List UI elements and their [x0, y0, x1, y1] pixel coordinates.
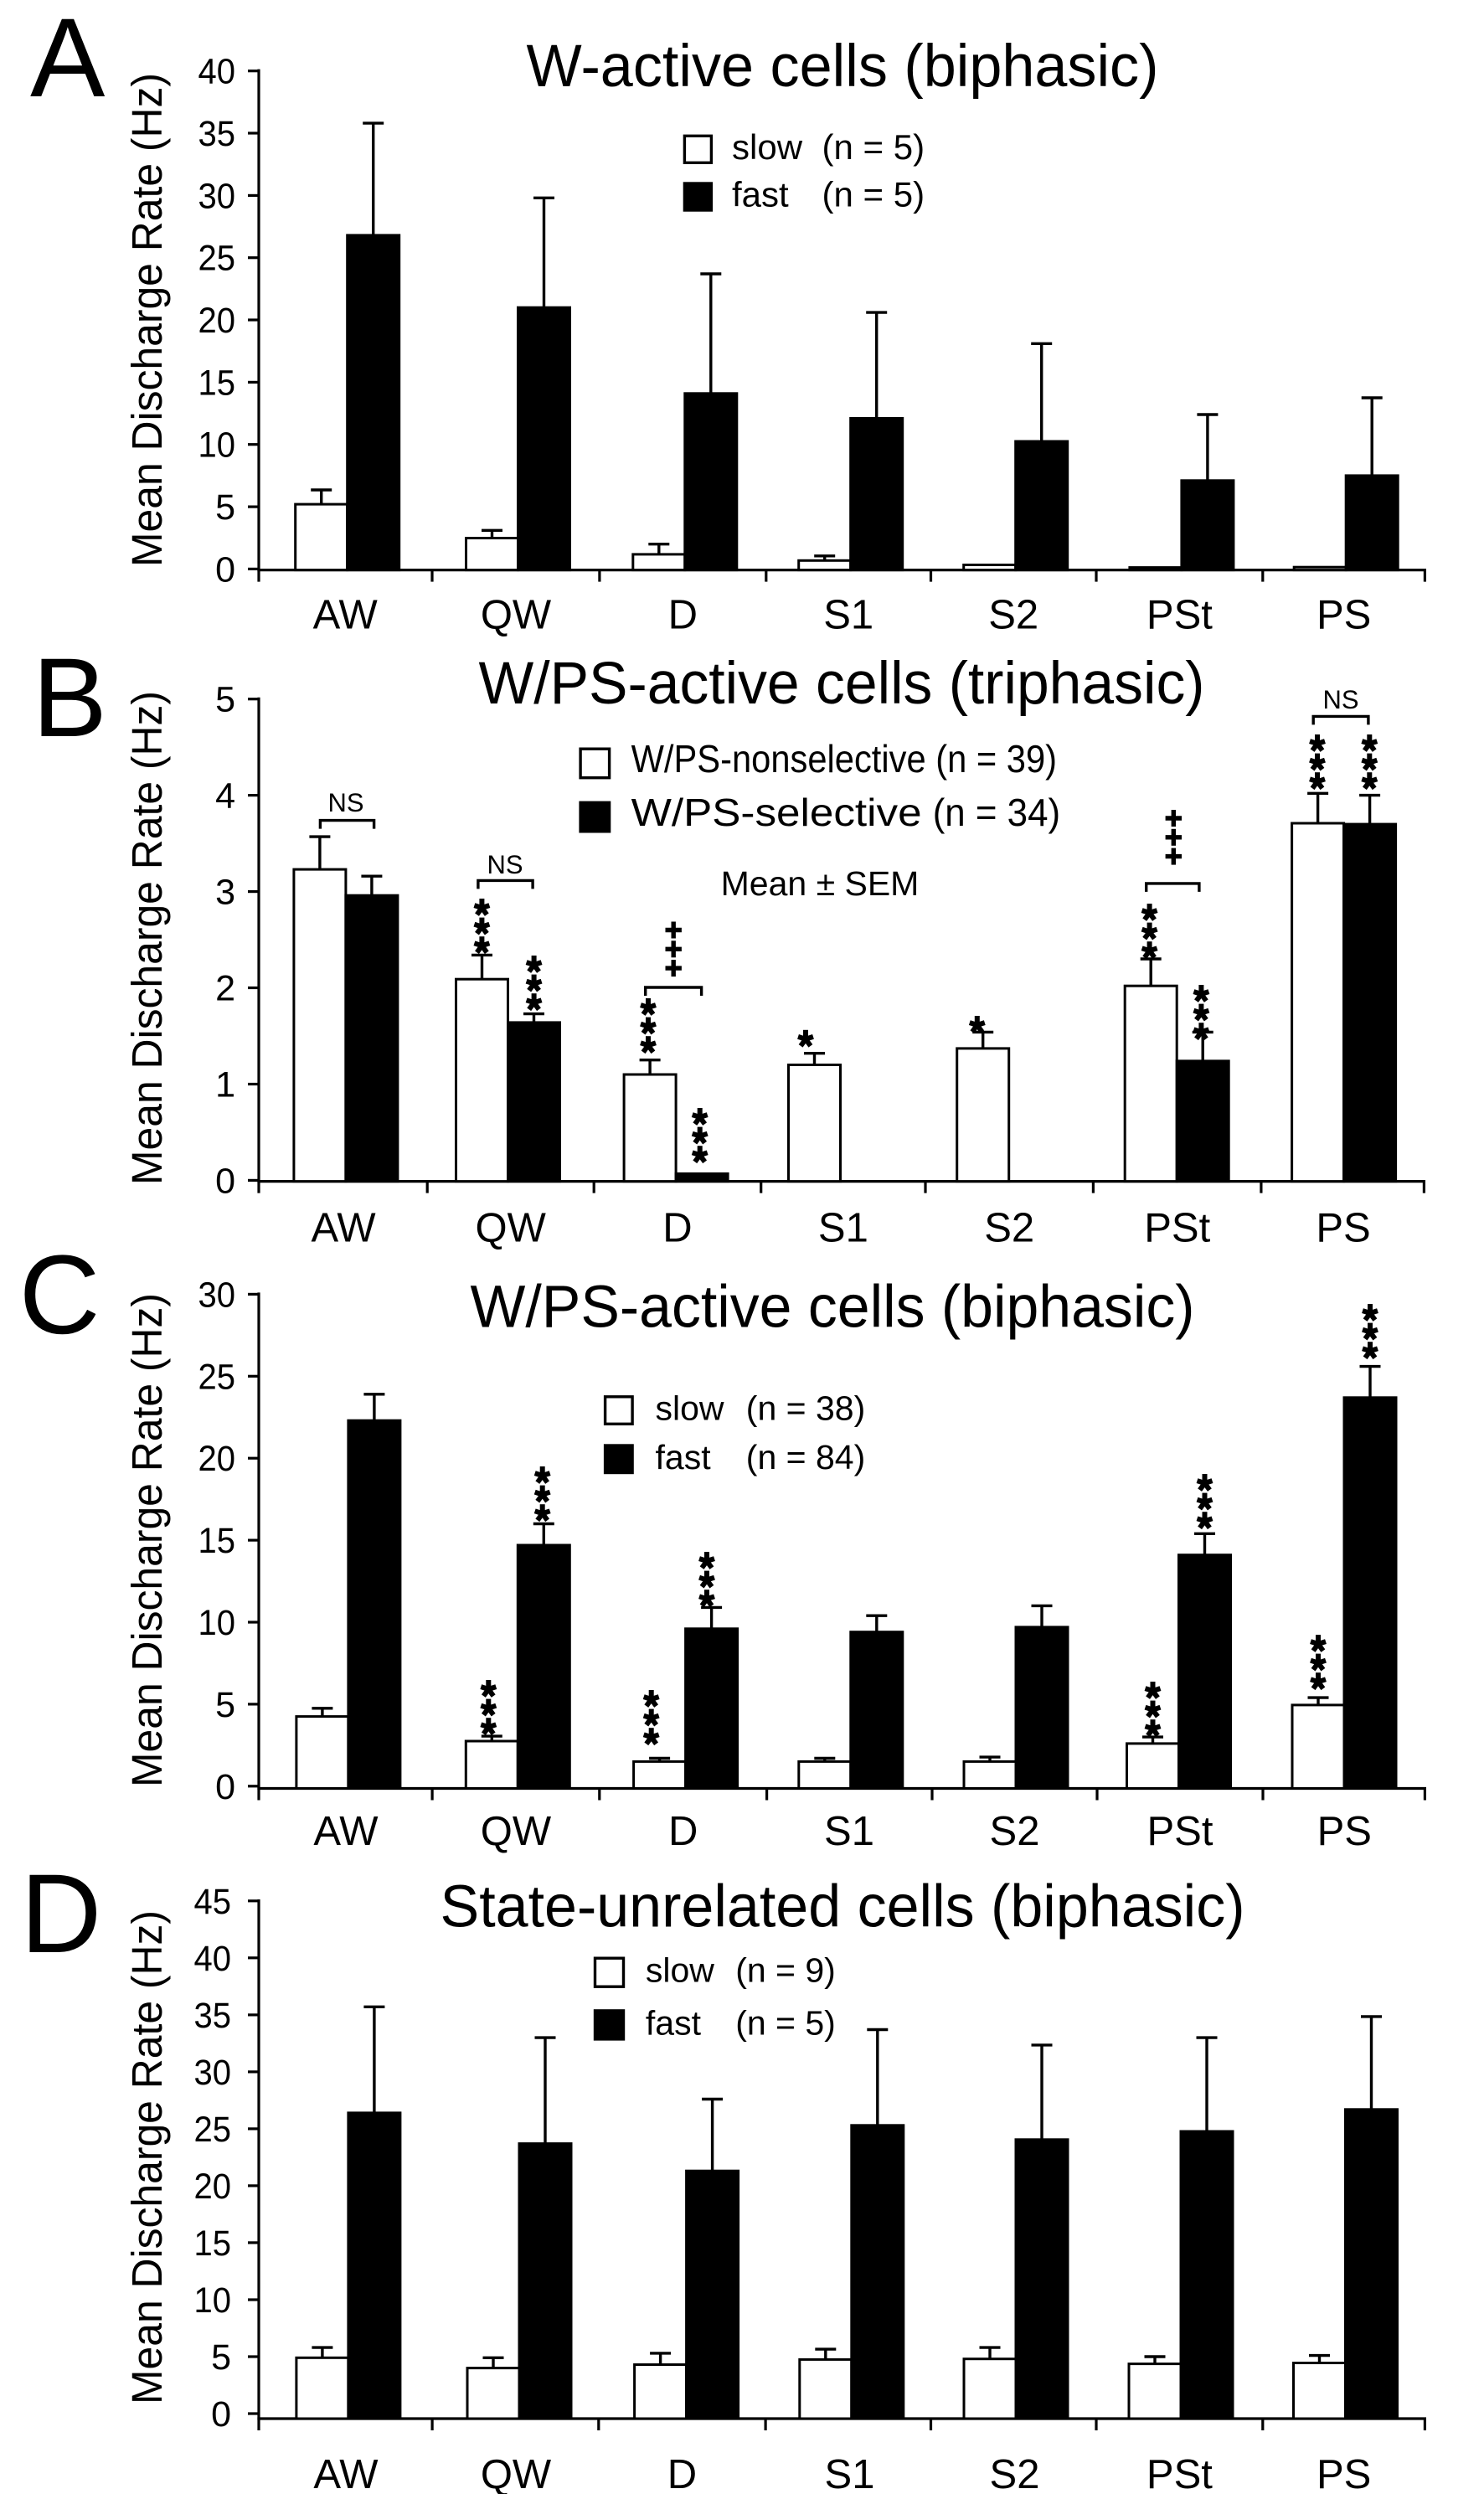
svg-text:(n = 38): (n = 38): [746, 1389, 865, 1428]
svg-text:D: D: [21, 1852, 102, 1976]
svg-text:fast: fast: [646, 2003, 702, 2042]
svg-text:5: 5: [211, 2337, 231, 2378]
svg-text:PS: PS: [1317, 2452, 1371, 2494]
svg-text:NS: NS: [328, 787, 364, 817]
svg-text:PS: PS: [1317, 1809, 1372, 1854]
svg-text:D: D: [667, 2452, 697, 2494]
svg-text:PSt: PSt: [1144, 1206, 1210, 1251]
svg-text:Mean Discharge Rate (Hz): Mean Discharge Rate (Hz): [123, 73, 171, 567]
svg-text:C: C: [19, 1233, 100, 1358]
svg-text:(n = 84): (n = 84): [746, 1438, 865, 1476]
svg-text:(n = 5): (n = 5): [735, 2003, 836, 2042]
svg-text:(n = 34): (n = 34): [933, 791, 1060, 834]
svg-text:0: 0: [211, 2394, 231, 2435]
svg-text:PS: PS: [1317, 593, 1371, 638]
svg-text:10: 10: [198, 1603, 236, 1643]
svg-text:40: 40: [198, 52, 236, 92]
svg-text:QW: QW: [481, 593, 552, 638]
svg-text:S1: S1: [824, 1809, 874, 1854]
svg-text:35: 35: [194, 1996, 232, 2036]
svg-text:State-unrelated cells (biphasi: State-unrelated cells (biphasic): [441, 1873, 1245, 1940]
svg-text:QW: QW: [481, 1809, 552, 1854]
svg-text:(n = 5): (n = 5): [822, 127, 925, 167]
svg-text:5: 5: [215, 487, 235, 528]
svg-text:NS: NS: [487, 849, 523, 879]
svg-text:D: D: [668, 593, 698, 638]
svg-text:D: D: [668, 1809, 698, 1854]
svg-text:30: 30: [194, 2053, 232, 2093]
svg-text:Mean Discharge Rate (Hz): Mean Discharge Rate (Hz): [123, 691, 171, 1185]
svg-text:PSt: PSt: [1146, 2452, 1213, 2494]
svg-text:25: 25: [198, 239, 236, 279]
svg-text:30: 30: [198, 176, 236, 216]
svg-text:Mean Discharge Rate (Hz): Mean Discharge Rate (Hz): [123, 1910, 171, 2404]
svg-text:15: 15: [198, 1521, 236, 1561]
svg-text:fast: fast: [656, 1438, 712, 1476]
svg-text:4: 4: [215, 776, 235, 817]
svg-text:3: 3: [215, 873, 235, 913]
svg-text:NS: NS: [1323, 684, 1359, 714]
svg-text:0: 0: [215, 1767, 235, 1807]
svg-text:40: 40: [194, 1939, 232, 1979]
svg-text:2: 2: [215, 969, 235, 1009]
svg-text:Mean Discharge Rate (Hz): Mean Discharge Rate (Hz): [123, 1293, 171, 1787]
svg-text:slow: slow: [732, 127, 803, 167]
svg-text:(n = 9): (n = 9): [735, 1951, 836, 1990]
svg-text:fast: fast: [732, 175, 789, 214]
svg-text:S2: S2: [990, 2452, 1040, 2494]
svg-text:W-active cells (biphasic): W-active cells (biphasic): [527, 33, 1159, 100]
svg-text:S2: S2: [988, 593, 1038, 638]
svg-text:AW: AW: [313, 1809, 379, 1854]
svg-text:AW: AW: [312, 1206, 377, 1251]
svg-text:20: 20: [194, 2167, 232, 2207]
svg-text:0: 0: [215, 549, 235, 590]
svg-text:A: A: [30, 0, 106, 121]
svg-text:QW: QW: [481, 2452, 552, 2494]
svg-text:15: 15: [194, 2223, 232, 2264]
svg-text:15: 15: [198, 363, 236, 403]
svg-text:S1: S1: [825, 2452, 875, 2494]
svg-text:PSt: PSt: [1147, 1809, 1213, 1854]
svg-text:20: 20: [198, 301, 236, 341]
svg-text:10: 10: [194, 2280, 232, 2321]
svg-text:slow: slow: [656, 1389, 724, 1428]
svg-text:10: 10: [198, 425, 236, 466]
svg-text:slow: slow: [646, 1951, 714, 1990]
svg-text:S1: S1: [818, 1206, 868, 1251]
svg-text:D: D: [662, 1206, 692, 1251]
svg-text:Mean ± SEM: Mean ± SEM: [721, 864, 920, 903]
svg-text:W/PS-active cells (biphasic): W/PS-active cells (biphasic): [471, 1274, 1195, 1341]
svg-text:S2: S2: [990, 1809, 1040, 1854]
svg-text:25: 25: [198, 1357, 236, 1397]
svg-text:0: 0: [215, 1161, 235, 1201]
svg-text:1: 1: [215, 1065, 235, 1105]
svg-text:5: 5: [215, 680, 235, 720]
svg-text:B: B: [33, 636, 107, 760]
svg-text:25: 25: [194, 2110, 232, 2150]
svg-text:35: 35: [198, 114, 236, 154]
svg-text:PS: PS: [1316, 1206, 1370, 1251]
svg-text:(n = 5): (n = 5): [822, 175, 925, 214]
svg-text:20: 20: [198, 1439, 236, 1479]
svg-text:AW: AW: [313, 593, 379, 638]
svg-text:W/PS-nonselective (n = 39): W/PS-nonselective (n = 39): [631, 737, 1057, 781]
svg-text:5: 5: [215, 1685, 235, 1725]
svg-text:W/PS-active cells (triphasic): W/PS-active cells (triphasic): [479, 650, 1205, 717]
svg-text:W/PS-selective: W/PS-selective: [631, 791, 922, 834]
svg-text:QW: QW: [476, 1206, 547, 1251]
svg-text:PSt: PSt: [1146, 593, 1213, 638]
svg-text:S1: S1: [823, 593, 873, 638]
svg-text:S2: S2: [984, 1206, 1034, 1251]
svg-text:AW: AW: [313, 2452, 379, 2494]
svg-text:45: 45: [194, 1882, 232, 1922]
svg-text:30: 30: [198, 1275, 236, 1315]
